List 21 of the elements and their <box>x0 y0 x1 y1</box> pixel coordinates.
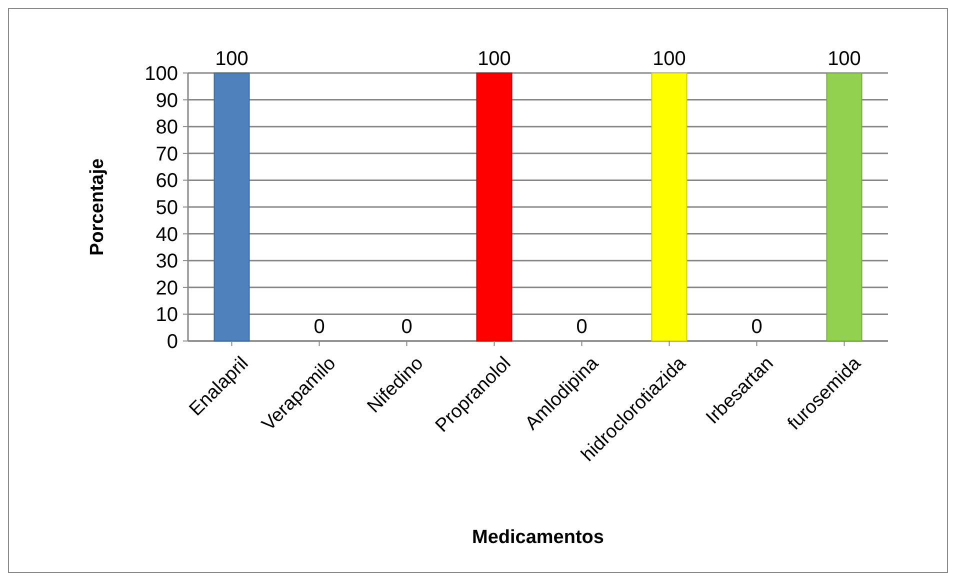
data-label: 0 <box>314 316 325 338</box>
y-tick-label: 0 <box>166 331 178 353</box>
y-axis-title: Porcentaje <box>87 158 108 256</box>
y-tick-label: 60 <box>156 170 178 192</box>
y-tick-label: 10 <box>156 304 178 326</box>
data-label: 100 <box>478 48 511 70</box>
y-tick-label: 20 <box>156 277 178 300</box>
y-tick-label: 80 <box>156 116 178 139</box>
y-tick-label: 100 <box>144 63 178 85</box>
data-label: 100 <box>215 48 248 70</box>
data-label: 0 <box>401 316 412 338</box>
data-label: 0 <box>751 316 762 338</box>
x-axis-title: Medicamentos <box>472 527 604 548</box>
y-tick-label: 70 <box>156 143 178 166</box>
data-label: 100 <box>828 48 861 70</box>
y-tick-label: 90 <box>156 90 178 112</box>
y-tick-label: 50 <box>156 197 178 219</box>
y-tick-label: 30 <box>156 250 178 273</box>
data-label: 0 <box>576 316 588 338</box>
data-label: 100 <box>652 48 686 70</box>
y-tick-label: 40 <box>156 224 178 246</box>
